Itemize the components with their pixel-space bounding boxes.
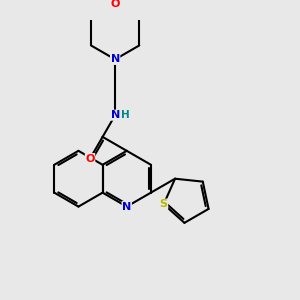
Text: S: S	[160, 199, 168, 209]
Text: N: N	[110, 110, 120, 120]
Text: N: N	[122, 202, 131, 212]
Text: O: O	[85, 154, 95, 164]
Text: N: N	[110, 54, 120, 64]
Text: O: O	[110, 0, 120, 9]
Text: H: H	[121, 110, 129, 120]
